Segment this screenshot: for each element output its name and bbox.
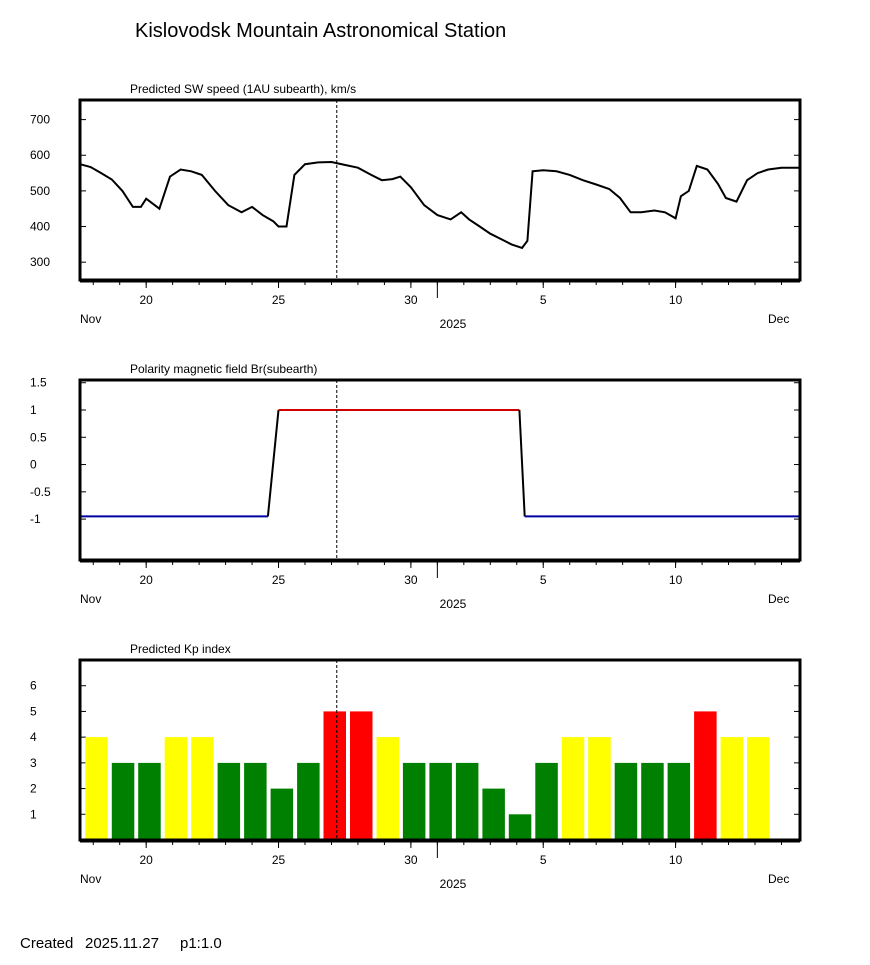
kp-bar	[614, 762, 638, 840]
plot-frame	[78, 378, 802, 562]
y-tick-label: -1	[30, 512, 41, 526]
kp-bar	[402, 762, 426, 840]
page-title: Kislovodsk Mountain Astronomical Station	[135, 20, 507, 42]
created-date: 2025.11.27	[85, 935, 159, 952]
x-tick-label: 25	[272, 573, 286, 587]
y-tick-label: 400	[30, 220, 50, 234]
x-year-label: 2025	[440, 877, 467, 891]
plot-frame	[78, 658, 802, 842]
x-tick-label: 30	[404, 293, 418, 307]
kp-bar	[323, 711, 346, 840]
created-label: Created	[20, 935, 74, 952]
kp-bar	[350, 711, 373, 840]
kp-bar	[535, 762, 558, 840]
x-tick-label: 10	[669, 293, 683, 307]
x-tick-label: 30	[404, 573, 418, 587]
x-year-label: 2025	[440, 317, 467, 331]
y-tick-label: 6	[30, 679, 37, 693]
y-tick-label: 3	[30, 756, 37, 770]
kp-bar	[111, 762, 135, 840]
y-tick-label: 700	[30, 113, 50, 127]
y-tick-label: 1	[30, 807, 37, 821]
x-tick-label: 5	[540, 853, 547, 867]
x-month-label-right: Dec	[768, 312, 789, 326]
kp-bar	[191, 737, 214, 840]
y-tick-label: 5	[30, 704, 37, 718]
y-tick-label: 0.5	[30, 430, 47, 444]
x-tick-label: 10	[669, 573, 683, 587]
x-tick-label: 30	[404, 853, 418, 867]
y-tick-label: 1	[30, 403, 37, 417]
x-month-label-right: Dec	[768, 872, 789, 886]
kp-bar	[429, 762, 452, 840]
y-tick-label: 300	[30, 255, 50, 269]
sw-speed-line	[79, 160, 800, 250]
y-tick-label: 4	[30, 730, 37, 744]
y-tick-label: 500	[30, 184, 50, 198]
kp-bar	[217, 762, 241, 840]
kp-bar	[667, 762, 691, 840]
kp-bar	[482, 788, 505, 840]
kp-bar	[270, 788, 294, 840]
x-month-label-left: Nov	[80, 872, 101, 886]
kp-bar	[376, 737, 399, 840]
kp-bar	[297, 762, 320, 840]
polarity-chart-title: Polarity magnetic field Br(subearth)	[130, 362, 318, 376]
y-tick-label: -0.5	[30, 485, 51, 499]
x-tick-label: 20	[139, 853, 153, 867]
kp-bar	[455, 762, 479, 840]
x-year-label: 2025	[440, 597, 467, 611]
y-tick-label: 600	[30, 148, 50, 162]
x-tick-label: 5	[540, 573, 547, 587]
version-label: p1:1.0	[180, 935, 222, 952]
kp-bar	[588, 737, 611, 840]
kp-bar	[641, 762, 664, 840]
x-tick-label: 5	[540, 293, 547, 307]
polarity-segment	[266, 409, 280, 517]
x-month-label-right: Dec	[768, 592, 789, 606]
polarity-segment	[518, 409, 526, 517]
kp-bar	[694, 711, 717, 840]
x-tick-label: 10	[669, 853, 683, 867]
kp-bar	[747, 737, 770, 840]
kp-bar	[244, 762, 267, 840]
kp-chart-title: Predicted Kp index	[130, 642, 231, 656]
plot-frame	[78, 98, 802, 282]
speed-chart-title: Predicted SW speed (1AU subearth), km/s	[130, 82, 357, 96]
kp-bar	[561, 737, 585, 840]
x-month-label-left: Nov	[80, 312, 101, 326]
y-tick-label: 1.5	[30, 376, 47, 390]
y-tick-label: 2	[30, 782, 37, 796]
x-tick-label: 25	[272, 293, 286, 307]
x-tick-label: 25	[272, 853, 286, 867]
kp-bar	[164, 737, 188, 840]
y-tick-label: 0	[30, 458, 37, 472]
kp-bar	[85, 737, 108, 840]
x-tick-label: 20	[139, 573, 153, 587]
x-tick-label: 20	[139, 293, 153, 307]
kp-bar	[508, 814, 532, 840]
kp-bar	[720, 737, 744, 840]
kp-bar	[138, 762, 161, 840]
x-month-label-left: Nov	[80, 592, 101, 606]
